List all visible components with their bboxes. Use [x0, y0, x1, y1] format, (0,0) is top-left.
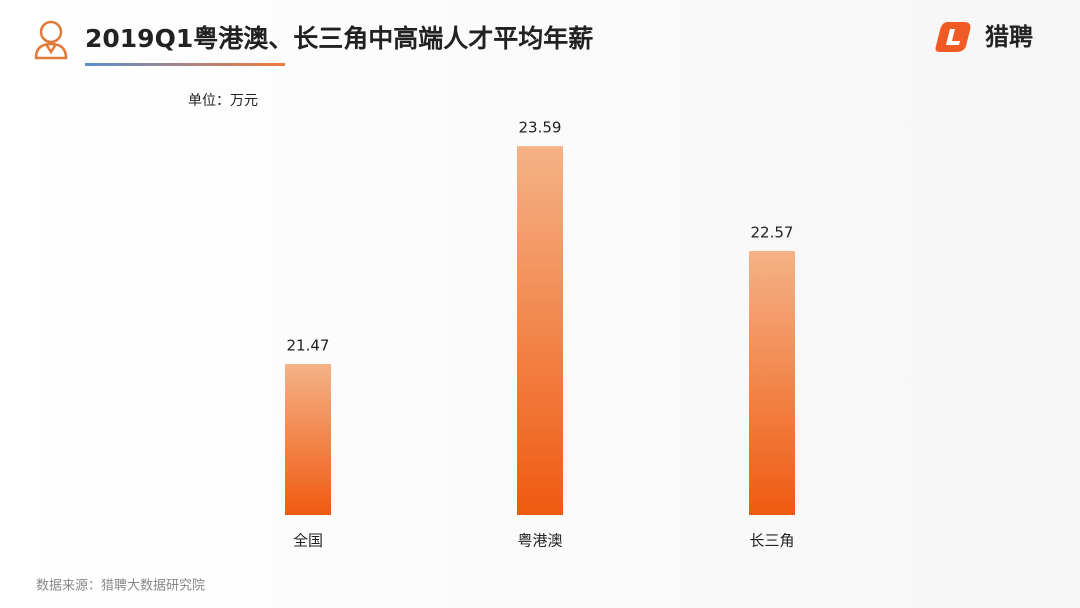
bar [749, 250, 795, 515]
title-underline [85, 63, 285, 66]
source-note: 数据来源：猎聘大数据研究院 [36, 579, 205, 594]
x-tick-label: 长三角 [749, 532, 794, 550]
chart-title: 2019Q1粤港澳、长三角中高端人才平均年薪 [85, 24, 593, 53]
person-icon [34, 20, 68, 60]
logo: 猎聘 [935, 22, 1033, 52]
logo-text: 猎聘 [985, 23, 1033, 51]
data-label: 21.47 [287, 336, 330, 354]
unit-label: 单位：万元 [188, 93, 258, 109]
bar [517, 146, 563, 515]
data-label: 22.57 [751, 223, 794, 241]
data-label: 23.59 [519, 119, 562, 137]
bar [285, 363, 331, 515]
x-tick-label: 全国 [293, 532, 323, 550]
x-tick-label: 粤港澳 [517, 532, 562, 550]
